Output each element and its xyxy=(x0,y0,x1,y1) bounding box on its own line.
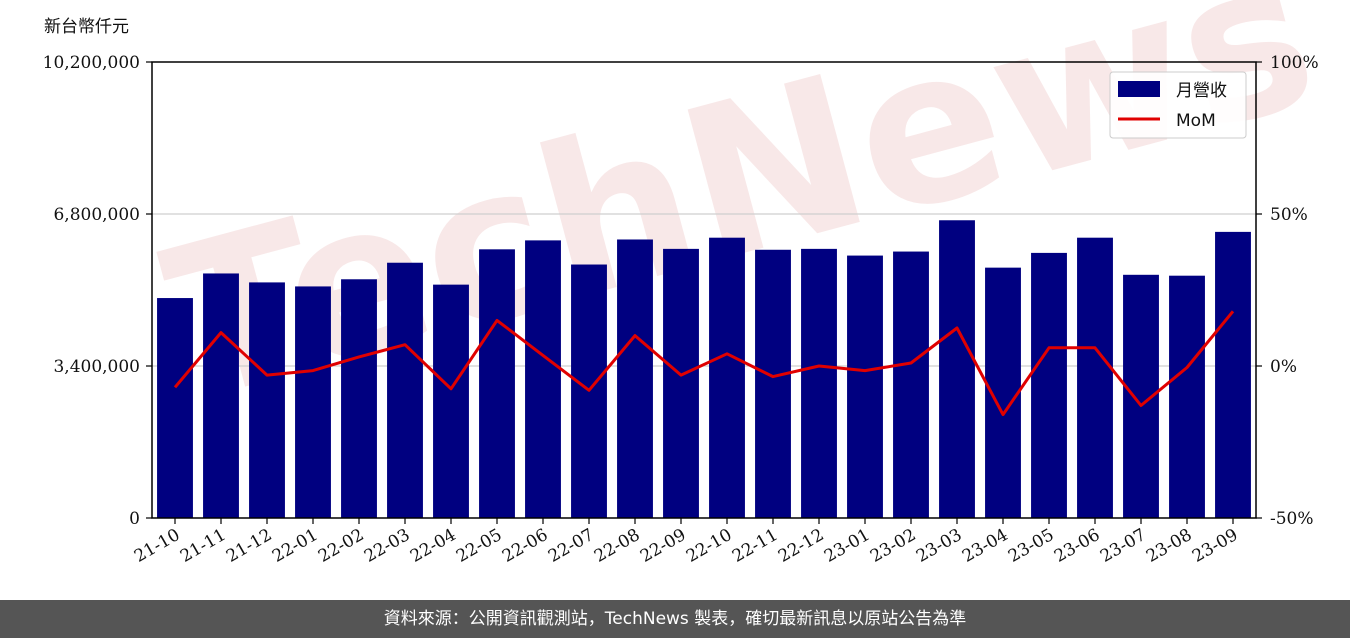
x-tick-label: 22-05 xyxy=(453,525,505,567)
x-tick-label: 23-03 xyxy=(913,525,965,567)
x-tick-label: 22-10 xyxy=(683,525,735,567)
revenue-bar xyxy=(663,248,699,518)
revenue-bar xyxy=(893,251,929,518)
revenue-bar xyxy=(295,286,331,518)
revenue-bar xyxy=(1031,252,1067,519)
chart-area: TechNews 新台幣仟元 0 3,400,000 6,800,000 10,200… xyxy=(43,0,1337,567)
plot-frame xyxy=(151,61,1257,519)
mom-line-series xyxy=(173,310,1235,417)
x-tick-label: 23-04 xyxy=(959,525,1011,567)
x-tick-label: 22-04 xyxy=(407,525,459,567)
x-tick-label: 23-06 xyxy=(1051,525,1103,567)
revenue-bar xyxy=(617,239,653,518)
x-tick-label: 22-11 xyxy=(729,525,781,567)
revenue-bar xyxy=(709,237,745,518)
mom-line xyxy=(173,310,1235,417)
legend-line-label: MoM xyxy=(1176,111,1216,131)
y-left-tick-label: 6,800,000 xyxy=(53,205,140,225)
revenue-bar xyxy=(1215,231,1251,518)
x-tick-label: 22-09 xyxy=(637,525,689,567)
y-right-tick-label: -50% xyxy=(1270,509,1314,529)
x-tick-label: 22-02 xyxy=(315,525,367,567)
revenue-bar xyxy=(939,220,975,518)
x-tick-label: 22-03 xyxy=(361,525,413,567)
y-unit-label: 新台幣仟元 xyxy=(44,17,129,37)
revenue-chart: TechNews 新台幣仟元 03,400,0006,800,00010,200… xyxy=(43,0,1337,567)
x-tick-label: 23-09 xyxy=(1189,525,1241,567)
revenue-bar xyxy=(341,279,377,518)
x-tick-label: 22-06 xyxy=(499,525,551,567)
revenue-bar xyxy=(249,282,285,518)
revenue-bar xyxy=(801,248,837,518)
x-tick-label: 22-12 xyxy=(775,525,827,567)
y-left-tick-label: 0 xyxy=(129,509,140,529)
y-left-tick-label: 10,200,000 xyxy=(43,53,140,73)
bar-series xyxy=(157,220,1251,519)
revenue-bar xyxy=(479,249,515,519)
revenue-bar xyxy=(1169,275,1205,518)
x-tick-label: 23-07 xyxy=(1097,525,1149,567)
x-tick-label: 23-02 xyxy=(867,525,919,567)
revenue-bar xyxy=(755,249,791,518)
revenue-bar xyxy=(847,255,883,518)
y-right-tick-label: 100% xyxy=(1270,53,1319,73)
y-right-tick-label: 0% xyxy=(1270,357,1297,377)
legend: 月營收 MoM xyxy=(1109,71,1247,139)
revenue-bar xyxy=(525,240,561,518)
revenue-bar xyxy=(157,298,193,518)
revenue-bar xyxy=(203,273,239,518)
source-footer: 資料來源：公開資訊觀測站，TechNews 製表，確切最新訊息以原站公告為準 xyxy=(0,600,1350,638)
legend-bar-label: 月營收 xyxy=(1176,81,1227,101)
y-right-tick-label: 50% xyxy=(1270,205,1308,225)
x-tick-label: 21-11 xyxy=(177,525,229,567)
x-tick-label: 23-08 xyxy=(1143,525,1195,567)
x-tick-label: 22-01 xyxy=(269,525,321,567)
revenue-bar xyxy=(1077,237,1113,518)
x-tick-label: 21-10 xyxy=(131,525,183,567)
legend-bar-swatch xyxy=(1118,81,1160,97)
x-tick-label: 23-05 xyxy=(1005,525,1057,567)
x-tick-label: 22-08 xyxy=(591,525,643,567)
x-tick-label: 23-01 xyxy=(821,525,873,567)
revenue-bar xyxy=(387,262,423,518)
x-tick-label: 22-07 xyxy=(545,525,597,567)
y-left-tick-label: 3,400,000 xyxy=(53,357,140,377)
x-tick-label: 21-12 xyxy=(223,525,275,567)
revenue-bar xyxy=(433,284,469,518)
